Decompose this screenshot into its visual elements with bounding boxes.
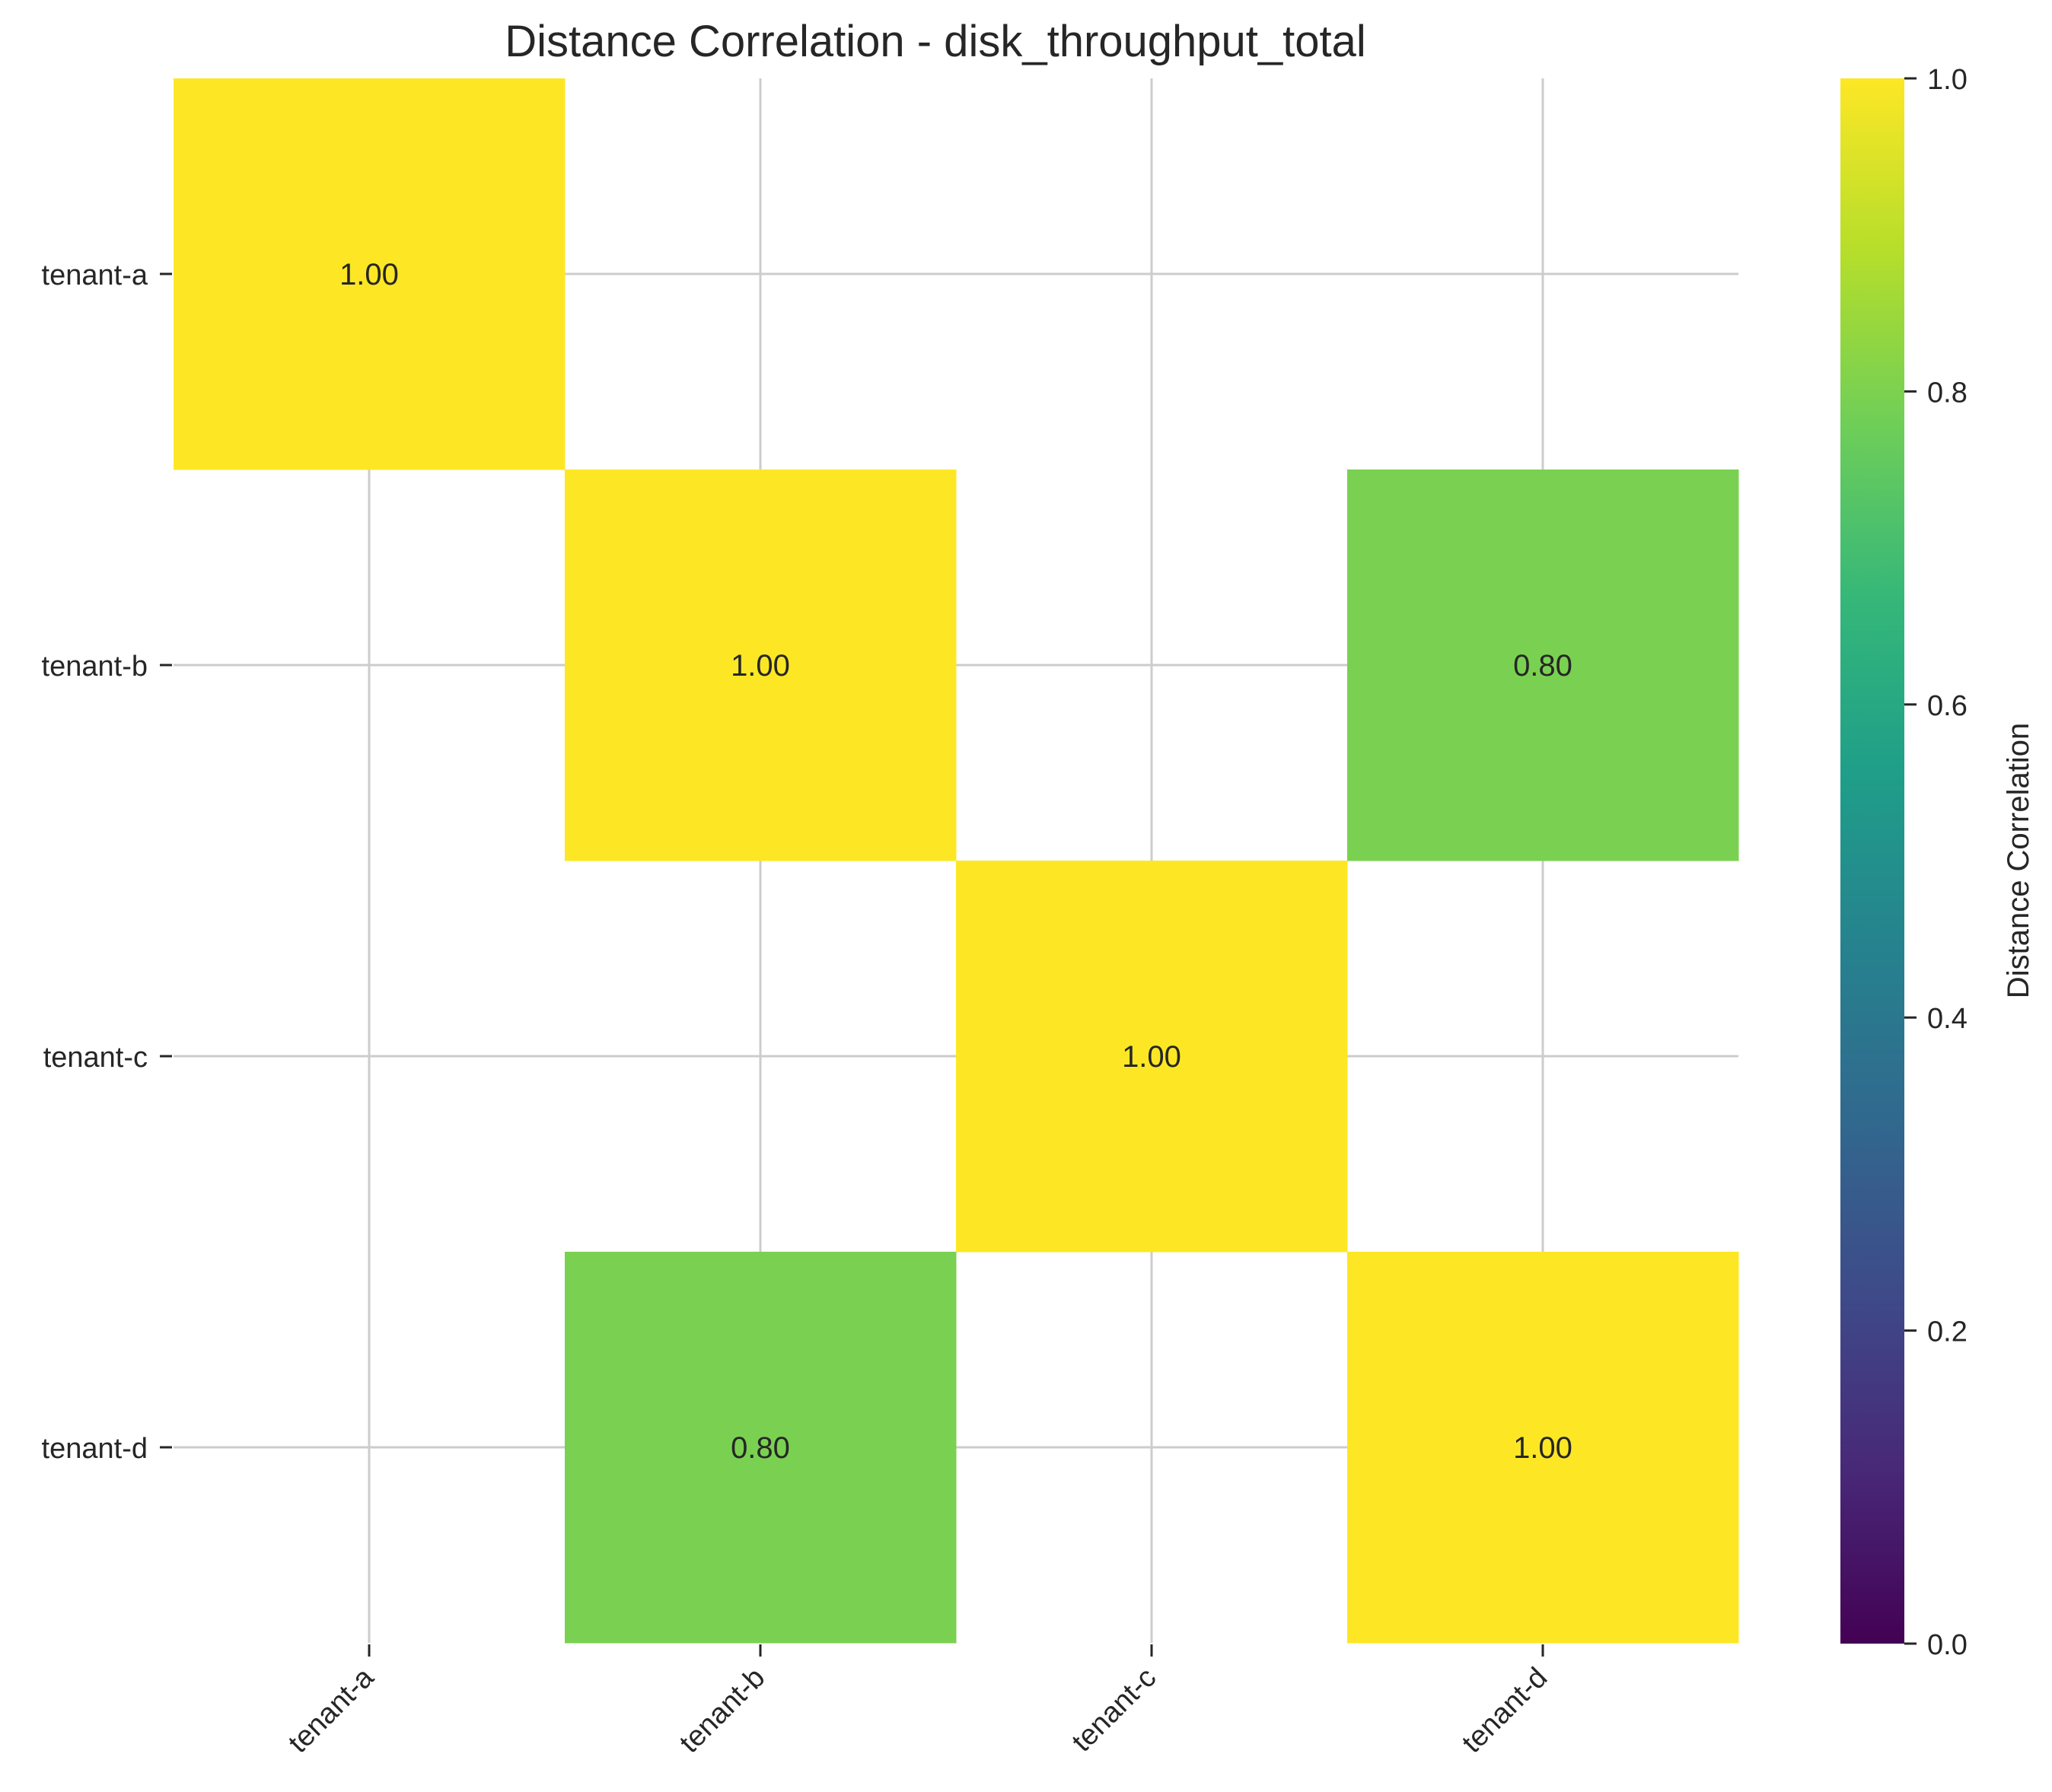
x-axis: tenant-a tenant-b tenant-c tenant-d bbox=[282, 1644, 1553, 1759]
x-tick-label: tenant-d bbox=[1456, 1662, 1553, 1759]
heatmap-cell bbox=[565, 1252, 957, 1644]
x-tick-label: tenant-a bbox=[282, 1661, 381, 1759]
colorbar: Distance Correlation 0.0 0.2 0.4 0.6 0.8 1.0 bbox=[1840, 64, 2035, 1661]
heatmap-cell bbox=[565, 469, 957, 861]
colorbar-tick-label: 0.0 bbox=[1927, 1629, 1968, 1661]
cell-value-label: 0.80 bbox=[1513, 649, 1572, 683]
colorbar-tick-label: 1.0 bbox=[1927, 64, 1968, 96]
colorbar-tick-label: 0.2 bbox=[1927, 1316, 1968, 1348]
heatmap-cell bbox=[174, 78, 566, 470]
heatmap-cell bbox=[956, 861, 1348, 1252]
chart-title: Distance Correlation - disk_throughput_t… bbox=[505, 17, 1366, 66]
colorbar-label: Distance Correlation bbox=[2002, 723, 2035, 998]
heatmap-cells bbox=[174, 78, 1739, 1644]
y-axis: tenant-a tenant-b tenant-c tenant-d bbox=[42, 259, 172, 1465]
x-tick-label: tenant-b bbox=[674, 1662, 771, 1759]
x-tick-label: tenant-c bbox=[1066, 1662, 1163, 1759]
cell-value-label: 1.00 bbox=[731, 649, 790, 683]
colorbar-tick-label: 0.4 bbox=[1927, 1003, 1968, 1035]
colorbar-gradient bbox=[1840, 78, 1904, 1644]
cell-value-label: 1.00 bbox=[1122, 1040, 1181, 1074]
cell-value-label: 0.80 bbox=[731, 1431, 790, 1465]
colorbar-tick-label: 0.6 bbox=[1927, 690, 1968, 722]
y-tick-label: tenant-a bbox=[42, 259, 148, 291]
cell-value-label: 1.00 bbox=[1513, 1431, 1572, 1465]
heatmap-cell bbox=[1347, 1252, 1739, 1644]
heatmap-cell bbox=[1347, 469, 1739, 861]
colorbar-tick-label: 0.8 bbox=[1927, 377, 1968, 409]
y-tick-label: tenant-c bbox=[43, 1042, 148, 1074]
cell-value-label: 1.00 bbox=[339, 258, 399, 291]
y-tick-label: tenant-d bbox=[42, 1433, 148, 1465]
cell-annotations: 1.00 1.00 0.80 1.00 0.80 1.00 bbox=[339, 258, 1572, 1465]
y-tick-label: tenant-b bbox=[42, 651, 148, 683]
